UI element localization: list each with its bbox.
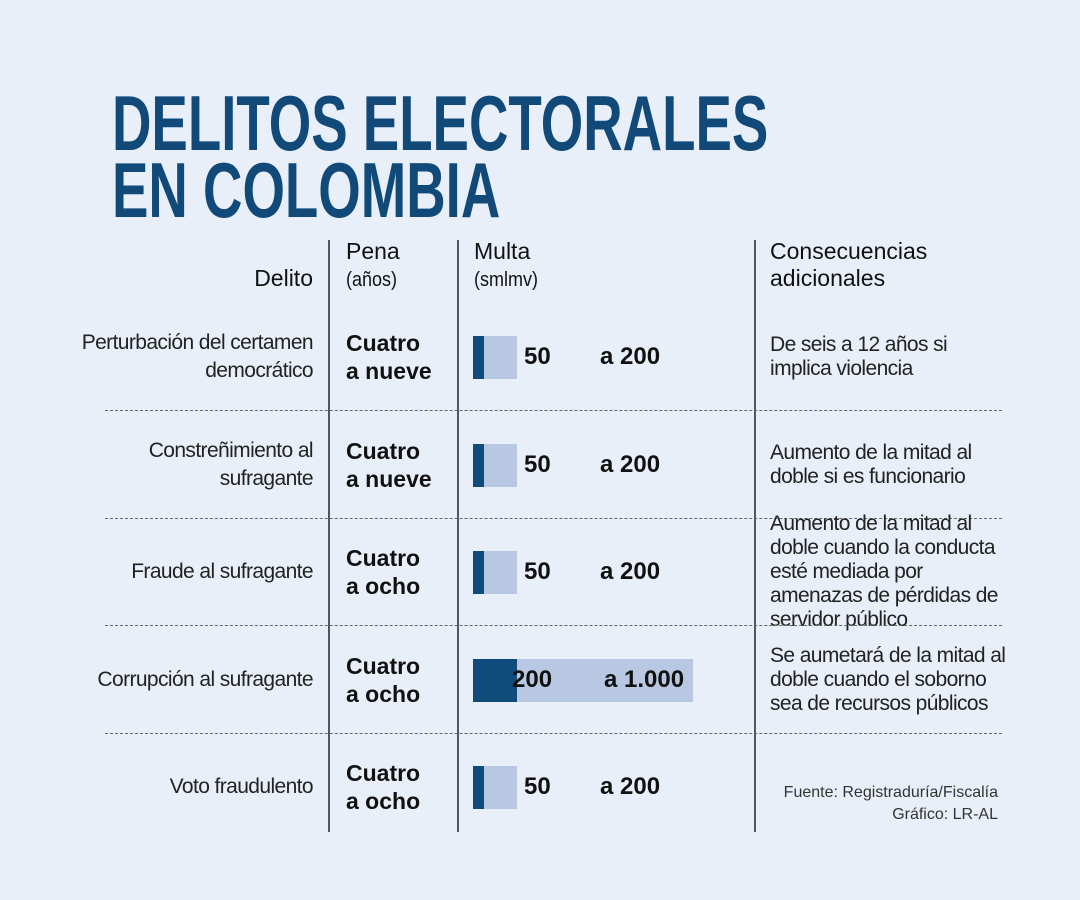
multa-max-bar — [484, 444, 517, 487]
divider — [328, 240, 330, 832]
delito-cell: Fraude al sufragante — [60, 532, 313, 612]
multa-max-bar — [484, 551, 517, 594]
divider — [754, 240, 756, 832]
multa-min-bar — [473, 336, 484, 379]
multa-min-label: 50 — [524, 451, 551, 478]
pena-line: Cuatro — [346, 545, 421, 571]
multa-max-bar — [517, 659, 693, 702]
pena-line: a ocho — [346, 573, 421, 599]
title-line-2: EN COLOMBIA — [112, 146, 501, 234]
multa-bar — [473, 551, 517, 594]
pena-cell: Cuatro a ocho — [346, 757, 420, 817]
title-line-1: DELITOS ELECTORALES — [112, 79, 769, 167]
pena-line: Cuatro — [346, 653, 421, 679]
row-separator — [105, 518, 1002, 519]
multa-max-label: a 200 — [600, 451, 661, 478]
pena-cell: Cuatro a nueve — [346, 327, 432, 387]
multa-bar — [473, 336, 517, 379]
header-pena: Pena (años) — [346, 238, 403, 294]
delito-label: Perturbación del certamen democrático — [81, 331, 314, 382]
consecuencia-cell: Se aumetará de la mitad al doble cuando … — [770, 630, 1010, 730]
header-delito: Delito — [254, 265, 313, 291]
source: Fuente: Registraduría/Fiscalía — [783, 784, 998, 801]
multa-max-bar — [484, 336, 517, 379]
header-pena-label: Pena — [346, 238, 400, 264]
multa-min-bar — [473, 659, 517, 702]
header-multa-label: Multa — [474, 238, 531, 264]
consecuencia-text: Aumento de la mitad al doble si es funci… — [770, 441, 972, 488]
header-multa-unit: (smlmv) — [474, 269, 538, 291]
delito-label: Corrupción al sufragante — [97, 668, 313, 691]
pena-line: a nueve — [346, 466, 432, 492]
multa-max-label: a 1.000 — [604, 666, 685, 693]
multa-min-bar — [473, 444, 484, 487]
delito-label: Fraude al sufragante — [131, 560, 313, 583]
multa-min-bar — [473, 766, 484, 809]
header-conseq-1: Consecuencias — [770, 238, 928, 264]
delito-cell: Constreñimiento al sufragante — [60, 425, 314, 505]
consecuencia-cell: Aumento de la mitad al doble cuando la c… — [770, 512, 1010, 631]
multa-min-label: 50 — [524, 773, 551, 800]
consecuencia-cell: Aumento de la mitad al doble si es funci… — [770, 415, 1010, 515]
row-separator — [105, 625, 1002, 626]
multa-max-label: a 200 — [600, 343, 661, 370]
pena-line: a ocho — [346, 788, 421, 814]
pena-line: a ocho — [346, 681, 421, 707]
delito-cell: Corrupción al sufragante — [60, 640, 313, 720]
delito-label: Voto fraudulento — [169, 775, 314, 798]
delito-label: Constreñimiento al sufragante — [148, 439, 314, 490]
multa-min-label: 50 — [524, 343, 551, 370]
multa-max-bar — [484, 766, 517, 809]
divider — [457, 240, 459, 832]
multa-min-label: 200 — [512, 666, 553, 693]
pena-cell: Cuatro a nueve — [346, 435, 432, 495]
consecuencia-text: Aumento de la mitad al doble cuando la c… — [770, 512, 998, 631]
multa-max-label: a 200 — [600, 773, 661, 800]
multa-bar — [473, 444, 517, 487]
source-note: Fuente: Registraduría/Fiscalía Gráfico: L… — [784, 782, 998, 826]
multa-bar — [473, 766, 517, 809]
credit: Gráfico: LR-AL — [892, 806, 998, 823]
pena-line: Cuatro — [346, 438, 421, 464]
multa-min-bar — [473, 551, 484, 594]
consecuencia-text: Se aumetará de la mitad al doble cuando … — [770, 644, 1006, 715]
row-separator — [105, 733, 1002, 734]
consecuencia-text: De seis a 12 años si implica violencia — [770, 333, 948, 380]
multa-max-label: a 200 — [600, 558, 661, 585]
row-separator — [105, 410, 1002, 411]
delito-cell: Voto fraudulento — [60, 747, 314, 827]
header-consecuencias: Consecuencias adicionales — [770, 238, 927, 292]
consecuencia-cell: De seis a 12 años si implica violencia — [770, 307, 1010, 407]
delito-cell: Perturbación del certamen democrático — [60, 317, 314, 397]
header-conseq-2: adicionales — [770, 265, 886, 291]
multa-min-label: 50 — [524, 558, 551, 585]
pena-line: Cuatro — [346, 760, 421, 786]
header-multa: Multa (smlmv) — [474, 238, 545, 294]
pena-cell: Cuatro a ocho — [346, 650, 420, 710]
pena-line: Cuatro — [346, 330, 421, 356]
pena-cell: Cuatro a ocho — [346, 542, 420, 602]
pena-line: a nueve — [346, 358, 432, 384]
multa-bar — [473, 659, 693, 702]
header-pena-unit: (años) — [346, 269, 398, 291]
